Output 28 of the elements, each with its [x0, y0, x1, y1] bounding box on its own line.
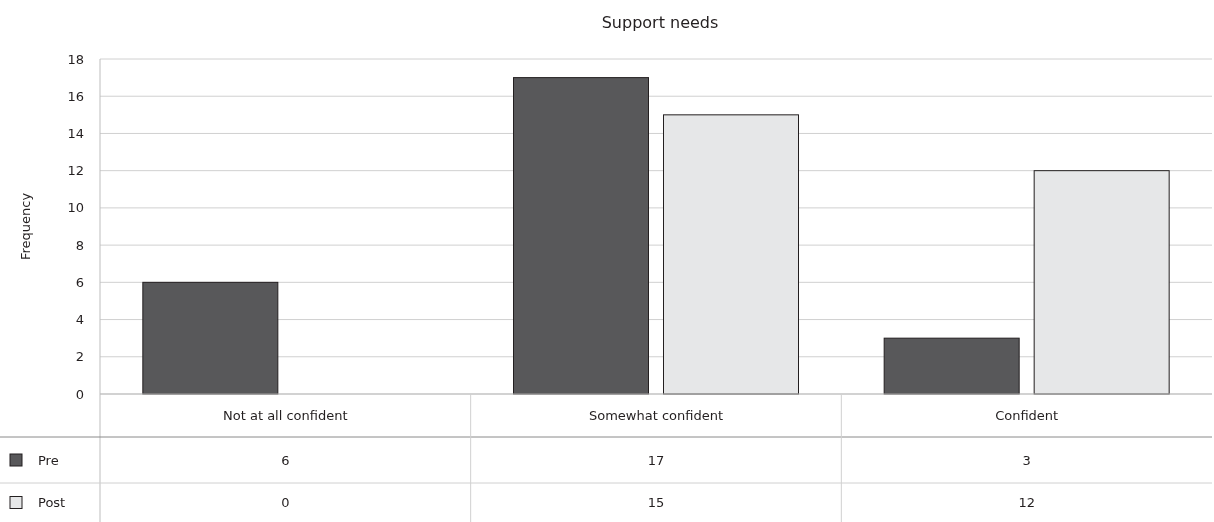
y-tick-label: 4: [75, 312, 84, 328]
y-tick-label: 12: [67, 163, 84, 179]
x-tick-label: Not at all confident: [223, 408, 348, 424]
data-label: 17: [647, 452, 665, 468]
legend-label: Pre: [38, 452, 59, 468]
legend-label: Post: [38, 495, 66, 511]
data-label: 6: [281, 452, 290, 468]
y-tick-label: 8: [75, 237, 84, 253]
y-tick-label: 18: [67, 51, 84, 67]
x-tick-label: Somewhat confident: [588, 408, 724, 424]
bar: [883, 337, 1020, 395]
y-tick-label: 6: [75, 274, 84, 290]
y-tick-label: 2: [75, 349, 84, 365]
data-label: 12: [1018, 495, 1035, 511]
x-tick-label: Confident: [995, 408, 1059, 424]
bar: [142, 281, 279, 395]
bar: [663, 114, 799, 395]
chart-title: Support needs: [601, 13, 719, 32]
y-tick-label: 16: [67, 88, 84, 104]
y-tick-label: 14: [67, 125, 84, 141]
y-axis-title: Frequency: [18, 192, 33, 261]
data-label: 0: [281, 495, 290, 511]
data-label: 15: [647, 495, 665, 511]
y-tick-label: 0: [75, 386, 84, 402]
bar: [513, 77, 649, 395]
y-tick-label: 10: [67, 200, 84, 216]
bar: [1033, 170, 1170, 395]
data-label: 3: [1022, 452, 1031, 468]
